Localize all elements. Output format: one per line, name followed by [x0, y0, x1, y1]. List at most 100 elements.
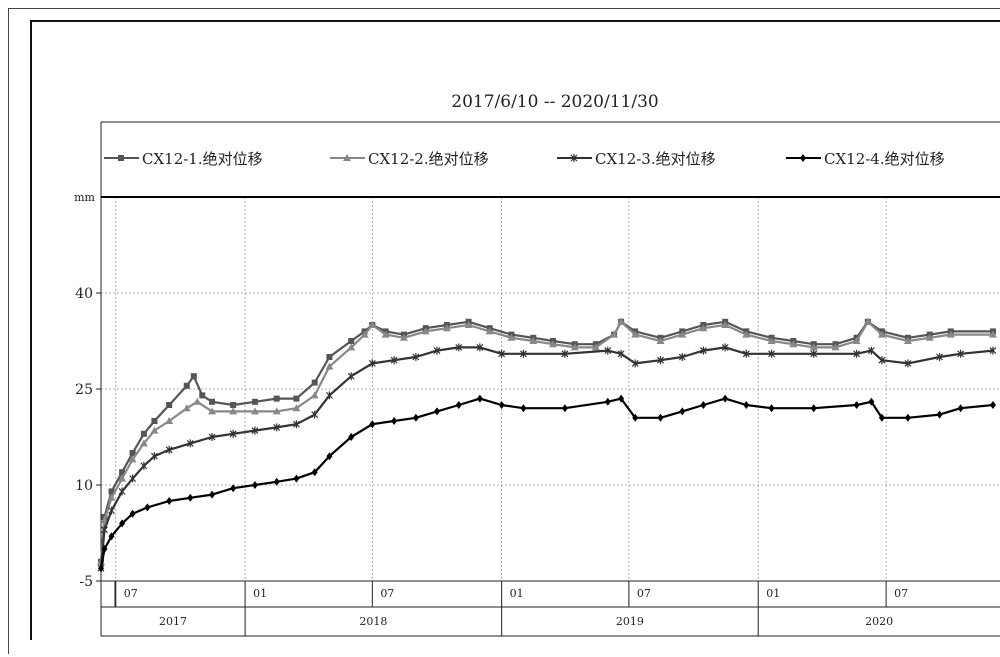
- data-point: [412, 413, 419, 422]
- data-point: [108, 506, 115, 515]
- data-point: [989, 401, 996, 409]
- data-point: [311, 379, 318, 386]
- data-point: [925, 333, 934, 341]
- data-point: [230, 402, 237, 408]
- data-point: [208, 407, 217, 415]
- data-point: [311, 410, 319, 419]
- data-point: [151, 418, 158, 424]
- data-point: [108, 488, 115, 495]
- data-point: [250, 407, 259, 415]
- data-point: [722, 394, 729, 403]
- data-point: [810, 404, 817, 413]
- data-point: [229, 407, 238, 415]
- y-tick-label: 40: [75, 286, 93, 302]
- data-point: [166, 402, 173, 408]
- data-point: [272, 407, 281, 415]
- data-point: [903, 337, 912, 344]
- data-point: [208, 433, 216, 441]
- data-point: [529, 337, 538, 344]
- data-point: [548, 340, 557, 348]
- data-point: [520, 349, 527, 358]
- data-point: [273, 395, 280, 402]
- data-point: [957, 404, 964, 413]
- data-point: [360, 330, 369, 338]
- legend-label: CX12-1.绝对位移: [142, 150, 263, 168]
- y-tick-label: 25: [75, 382, 93, 398]
- data-point: [433, 407, 440, 416]
- data-point: [570, 154, 578, 162]
- legend-label: CX12-2.绝对位移: [368, 150, 489, 168]
- legend-label: CX12-3.绝对位移: [595, 150, 716, 168]
- data-point: [863, 317, 872, 325]
- data-point: [399, 333, 408, 341]
- data-point: [150, 452, 158, 461]
- data-point: [229, 429, 237, 438]
- data-point: [455, 343, 463, 352]
- x-year-label: 2019: [616, 615, 644, 628]
- data-point: [150, 426, 159, 434]
- data-point: [570, 343, 579, 351]
- data-point: [604, 346, 612, 355]
- data-point: [561, 404, 568, 413]
- legend: CX12-1.绝对位移 CX12-2.绝对位移 CX12-3.绝对位移 CX12-4.…: [104, 150, 945, 168]
- data-point: [631, 330, 640, 338]
- data-point: [852, 337, 861, 344]
- data-point: [326, 354, 333, 360]
- data-point: [293, 474, 300, 483]
- data-point: [193, 397, 202, 405]
- data-point: [273, 477, 280, 486]
- data-point: [853, 401, 860, 409]
- data-point: [412, 353, 420, 361]
- data-point: [768, 404, 775, 413]
- data-point: [591, 343, 600, 351]
- data-point: [326, 391, 333, 400]
- data-point: [368, 359, 376, 368]
- data-point: [520, 404, 527, 413]
- data-point: [507, 333, 516, 341]
- data-point: [679, 407, 686, 416]
- x-year-label: 2020: [865, 615, 893, 628]
- legend-item: CX12-1.绝对位移: [104, 150, 263, 168]
- data-point: [476, 394, 483, 403]
- data-point: [632, 413, 639, 422]
- x-month-label: 07: [894, 587, 908, 600]
- data-point: [743, 401, 750, 409]
- legend-item: CX12-2.绝对位移: [330, 150, 489, 168]
- data-point: [139, 439, 148, 447]
- series-line: [99, 320, 993, 562]
- data-point: [657, 356, 664, 365]
- legend-item: CX12-4.绝对位移: [786, 150, 945, 168]
- data-point: [107, 493, 116, 501]
- data-point: [657, 413, 664, 422]
- grid: [101, 197, 1000, 582]
- data-point: [936, 410, 943, 419]
- axes: -5 10 25 40 07 01 07 01 07 01 07 2017 2018 2019 2020: [75, 121, 1000, 637]
- data-point: [230, 484, 237, 493]
- data-point: [561, 349, 569, 358]
- data-point: [183, 382, 190, 389]
- data-point: [604, 397, 611, 406]
- data-point: [618, 394, 625, 403]
- data-point: [789, 340, 798, 348]
- data-point: [498, 401, 505, 409]
- series-group: [97, 317, 997, 573]
- data-point: [421, 327, 430, 335]
- x-month-label: 07: [380, 587, 394, 600]
- legend-label: CX12-4.绝对位移: [824, 150, 945, 168]
- series-1: [98, 318, 996, 565]
- x-month-label: 07: [124, 587, 138, 600]
- data-point: [878, 413, 885, 422]
- data-point: [742, 349, 750, 358]
- data-point: [251, 398, 258, 405]
- data-point: [989, 346, 997, 355]
- data-point: [186, 439, 194, 448]
- y-axis-unit-label: mm: [74, 191, 95, 204]
- series-line: [99, 346, 994, 569]
- data-point: [391, 417, 398, 425]
- data-point: [433, 346, 441, 355]
- data-point: [343, 154, 351, 161]
- outer-frame: [8, 8, 1000, 654]
- data-point: [129, 474, 137, 483]
- data-point: [273, 423, 281, 432]
